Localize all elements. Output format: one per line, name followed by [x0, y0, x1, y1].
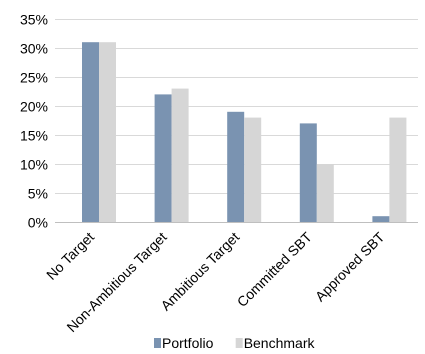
legend-swatch-portfolio: [154, 338, 161, 348]
x-category-label: Ambitious Target: [157, 229, 242, 314]
legend-label-benchmark: Benchmark: [244, 335, 316, 351]
y-tick-label: 10%: [20, 157, 48, 173]
bar-portfolio-4: [372, 216, 390, 222]
bar-portfolio-3: [299, 123, 317, 222]
bar-benchmark-0: [99, 42, 116, 223]
bar-portfolio-2: [227, 111, 245, 222]
y-tick-label: 5%: [28, 186, 48, 202]
y-tick-label: 35%: [20, 12, 48, 28]
y-tick-label: 0%: [28, 215, 48, 231]
y-axis-tick-labels: 0% 5% 10% 15% 20% 25% 30% 35%: [20, 12, 48, 231]
x-category-label: No Target: [43, 229, 97, 283]
bar-benchmark-2: [244, 117, 262, 222]
x-category-label: Committed SBT: [234, 228, 315, 309]
y-tick-label: 15%: [20, 128, 48, 144]
x-category-label: Approved SBT: [312, 229, 388, 305]
y-tick-label: 30%: [20, 41, 48, 57]
y-tick-label: 25%: [20, 70, 48, 86]
bar-benchmark-1: [171, 88, 189, 222]
bars: [82, 42, 407, 223]
legend-swatch-benchmark: [235, 338, 243, 348]
legend-label-portfolio: Portfolio: [162, 335, 214, 351]
bar-portfolio-1: [154, 94, 172, 222]
bar-benchmark-4: [389, 117, 407, 222]
legend: Portfolio Benchmark: [154, 335, 316, 351]
bar-benchmark-3: [316, 164, 334, 222]
bar-portfolio-0: [82, 42, 99, 223]
y-tick-label: 20%: [20, 99, 48, 115]
